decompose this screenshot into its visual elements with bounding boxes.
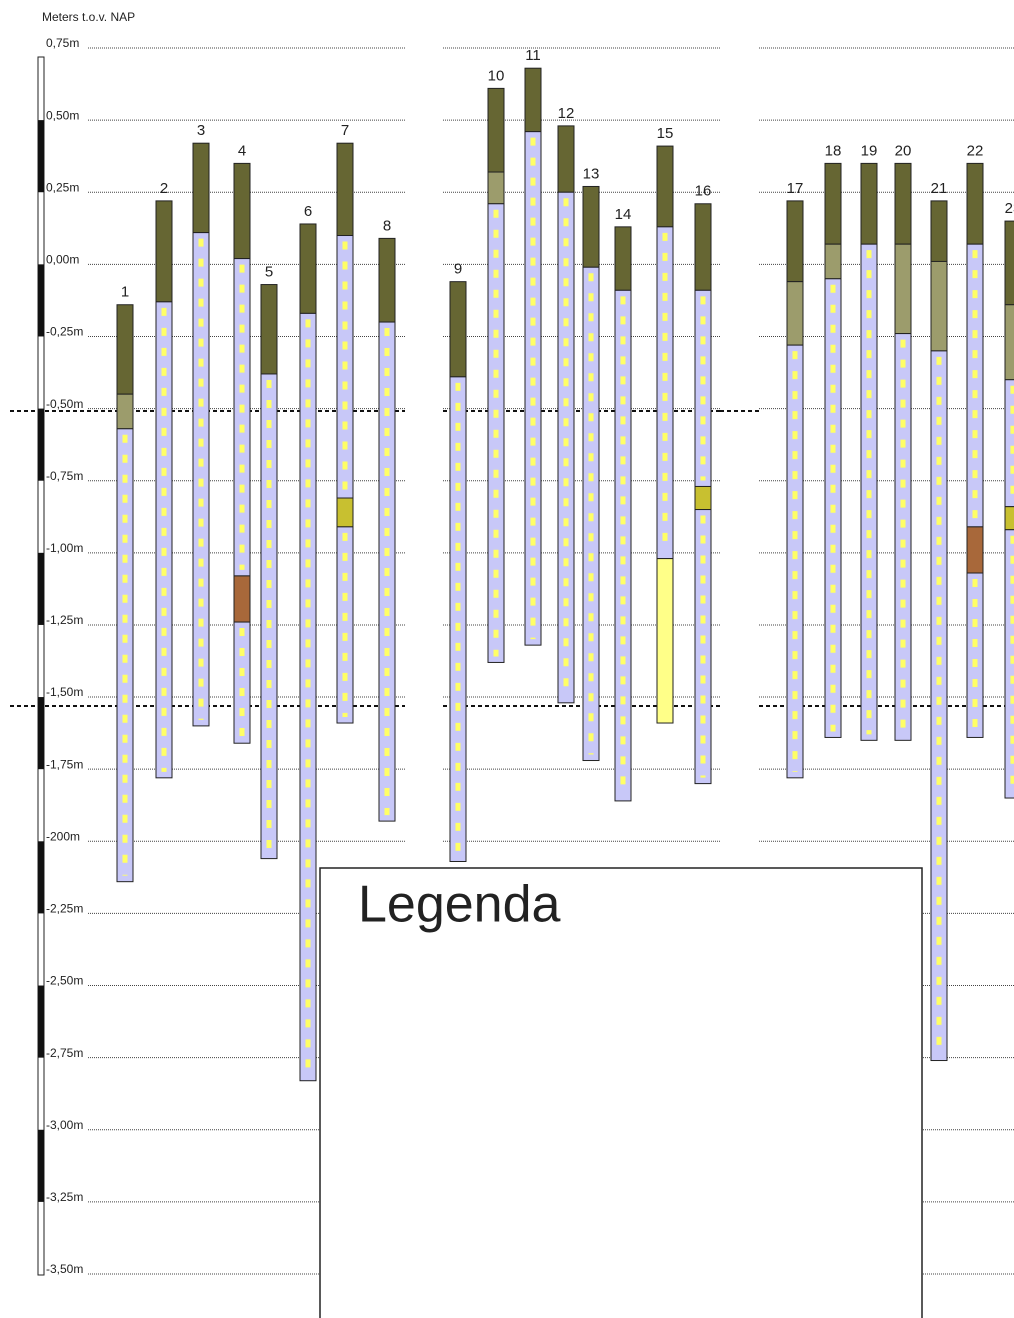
borehole-label: 18 [825,142,842,159]
layer [450,282,466,377]
tick-label: -3,00m [46,1118,83,1132]
layer [488,172,504,204]
layer [861,163,877,244]
borehole-label: 9 [454,261,462,278]
borehole-label: 22 [967,142,984,159]
tick-label: 0,00m [46,253,79,267]
legend-box [320,868,922,1318]
layer [261,285,277,374]
layer [337,143,353,235]
borehole-label: 5 [265,264,273,281]
borehole-label: 21 [931,180,948,197]
tick-label: -2,75m [46,1046,83,1060]
layer [1005,305,1014,380]
borehole-label: 11 [525,47,541,64]
borehole-label: 15 [657,125,674,142]
layer [967,573,983,737]
layer [117,394,133,429]
borehole-label: 16 [695,183,712,200]
borehole-label: 8 [383,217,391,234]
layer [558,126,574,192]
layer [895,334,911,741]
layer [825,244,841,279]
borehole-label: 10 [488,67,505,84]
layer [967,163,983,244]
layer [895,163,911,244]
layer [895,244,911,333]
borehole-label: 13 [583,165,600,182]
borehole-label: 2 [160,180,168,197]
borehole-label: 4 [238,142,246,159]
diagram: Meters t.o.v. NAP 0,75m 0,50m 0,25m 0,00m -0… [0,0,1014,1318]
axis-segment [38,1130,44,1202]
layer [931,261,947,350]
layer [787,282,803,345]
tick-label: -2,25m [46,902,83,916]
layer [657,146,673,227]
borehole-label: 23 [1005,200,1014,217]
axis-segment [38,697,44,769]
axis-segment [38,264,44,336]
layer [1005,507,1014,530]
layer [583,186,599,267]
layer [156,201,172,302]
layer [657,559,673,723]
legend-title: Legenda [358,876,561,934]
borehole-label: 7 [341,122,349,139]
tick-label: -3,25m [46,1190,83,1204]
tick-label: -1,75m [46,757,83,771]
layer [234,622,250,743]
layer [337,498,353,527]
layer [967,244,983,527]
borehole-label: 12 [558,105,575,122]
layer [695,204,711,291]
axis-segment [38,409,44,481]
layer [525,68,541,131]
borehole-label: 1 [121,284,129,301]
tick-label: -0,75m [46,469,83,483]
borehole-label: 20 [895,142,912,159]
layer [234,163,250,258]
axis-segment [38,120,44,192]
layer [1005,221,1014,305]
layer [300,224,316,313]
layer [379,238,395,322]
layer [615,290,631,801]
layer [695,486,711,509]
tick-label: 0,25m [46,180,79,194]
layer [967,527,983,573]
borehole-label: 14 [615,206,632,223]
axis-bar [38,57,44,1275]
axis-segment [38,986,44,1058]
layer [787,201,803,282]
layer [558,192,574,703]
borehole-label: 6 [304,203,312,220]
tick-label: -1,50m [46,685,83,699]
borehole-label: 3 [197,122,205,139]
layer [488,88,504,172]
layer [117,305,133,394]
layer [931,201,947,262]
tick-label: -1,00m [46,541,83,555]
axis-segment [38,553,44,625]
layer [193,143,209,232]
tick-label: -0,50m [46,397,83,411]
tick-label: -200m [46,829,80,843]
tick-label: 0,75m [46,36,79,50]
layer [525,132,541,645]
layer [615,227,631,290]
layer [234,576,250,622]
layer [825,163,841,244]
axis-title: Meters t.o.v. NAP [42,10,135,24]
tick-label: 0,50m [46,108,79,122]
tick-label: -1,25m [46,613,83,627]
borehole-label: 17 [787,180,804,197]
axis-segment [38,841,44,913]
page: Meters t.o.v. NAP 0,75m 0,50m 0,25m 0,00m -0… [0,0,1014,1318]
tick-label: -3,50m [46,1262,83,1276]
tick-label: -0,25m [46,325,83,339]
borehole-label: 19 [861,142,878,159]
tick-label: -2,50m [46,974,83,988]
